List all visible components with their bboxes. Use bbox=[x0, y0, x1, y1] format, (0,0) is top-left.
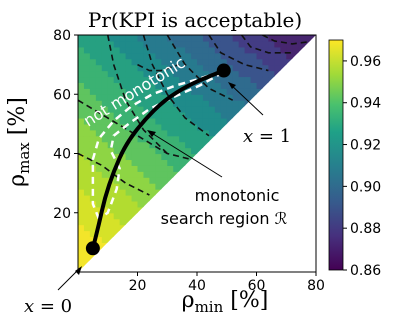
colorbar-tick-label: 0.88 bbox=[350, 221, 381, 237]
contour-line bbox=[106, 35, 168, 155]
colorbar bbox=[328, 39, 344, 271]
x-tick-label: 80 bbox=[307, 278, 325, 294]
start-point bbox=[85, 241, 100, 256]
y-tick-label: 20 bbox=[53, 206, 71, 222]
arrow-x0-head bbox=[75, 266, 82, 275]
contour-line bbox=[208, 35, 269, 72]
contour-line bbox=[240, 35, 293, 54]
annotation-x0: x = 0 bbox=[24, 296, 72, 317]
y-tick-label: 80 bbox=[53, 28, 71, 44]
arrow-search bbox=[149, 131, 223, 178]
annotation-x1: x = 1 bbox=[243, 126, 291, 147]
annotation-monotonic: monotonic bbox=[195, 186, 280, 205]
search-path bbox=[90, 68, 225, 249]
heatmap-field bbox=[78, 35, 316, 272]
contour-line bbox=[78, 99, 192, 161]
contour-line bbox=[142, 35, 210, 137]
contour-line bbox=[137, 63, 180, 72]
colorbar-tick-label: 0.96 bbox=[350, 54, 381, 70]
x-tick-label: 60 bbox=[248, 278, 266, 294]
x-tick-label: 20 bbox=[129, 278, 147, 294]
arrow-search-head bbox=[147, 130, 156, 137]
y-axis-ticks: 20 40 60 80 bbox=[53, 28, 78, 222]
arrow-x1-head bbox=[228, 82, 236, 89]
colorbar-tick-label: 0.86 bbox=[350, 263, 381, 279]
contour-line bbox=[166, 35, 234, 101]
y-tick-label: 60 bbox=[53, 87, 71, 103]
arrow-x1 bbox=[229, 83, 264, 116]
end-point bbox=[216, 63, 231, 78]
colorbar-tick-label: 0.94 bbox=[350, 96, 381, 112]
colorbar-ticks: 0.86 0.88 0.90 0.92 0.94 0.96 bbox=[343, 54, 381, 279]
x-axis-ticks: 20 40 60 80 bbox=[129, 272, 325, 294]
colorbar-tick-label: 0.90 bbox=[350, 179, 381, 195]
annotation-search-region: search region ℛ bbox=[161, 209, 288, 228]
x-tick-label: 40 bbox=[188, 278, 206, 294]
non-monotonic-region bbox=[91, 70, 225, 220]
colorbar-tick-label: 0.92 bbox=[350, 138, 381, 154]
contour-line bbox=[262, 35, 316, 45]
chart-title: Pr(KPI is acceptable) bbox=[88, 8, 302, 32]
y-tick-label: 40 bbox=[53, 147, 71, 163]
y-axis-label: ρmax [%] bbox=[5, 97, 33, 187]
